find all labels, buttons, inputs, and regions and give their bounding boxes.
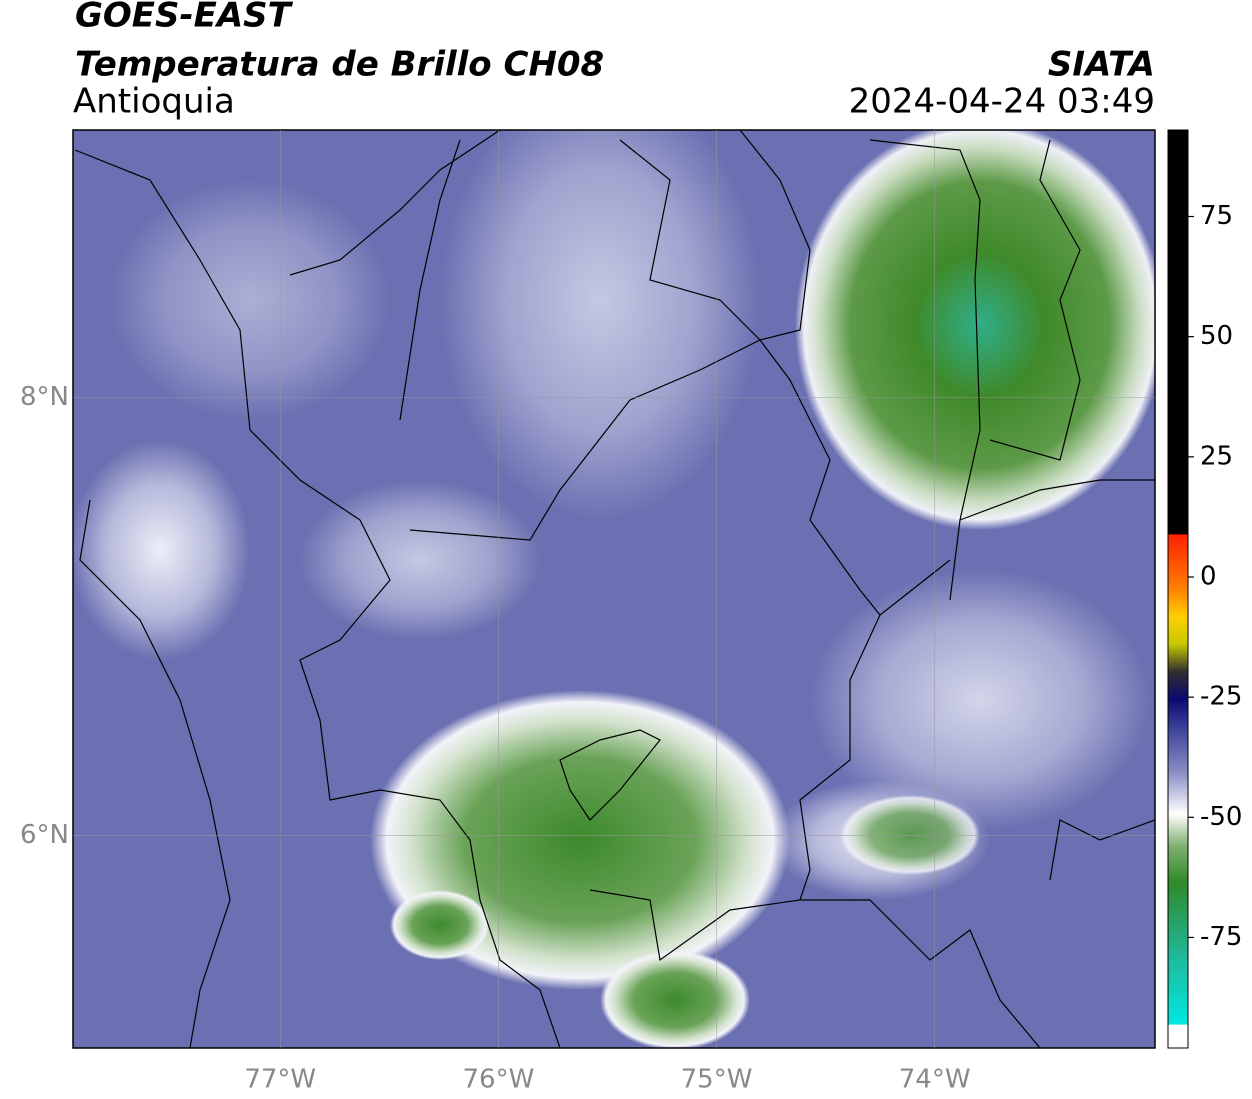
x-tick-label: 74°W: [899, 1065, 971, 1095]
title: GOES-EAST: [75, 0, 294, 36]
timestamp: 2024-04-24 03:49: [849, 82, 1155, 122]
map-imagery: [73, 130, 1155, 1048]
x-tick-label: 75°W: [681, 1065, 753, 1095]
colorbar-tick-label: -25: [1200, 682, 1242, 712]
region: Antioquia: [73, 82, 235, 122]
source: SIATA: [1048, 45, 1155, 85]
colorbar-tick-label: 25: [1200, 441, 1233, 471]
map-frame: [72, 129, 1156, 1049]
colorbar: [1167, 129, 1189, 1049]
subtitle: Temperatura de Brillo CH08: [75, 45, 604, 85]
colorbar-tick-label: -50: [1200, 802, 1242, 832]
colorbar-tick-label: 75: [1200, 201, 1233, 231]
y-tick-label: 8°N: [20, 382, 69, 412]
colorbar-tick-label: 50: [1200, 321, 1233, 351]
colorbar-tick-label: 0: [1200, 561, 1217, 591]
colorbar-tick-label: -75: [1200, 922, 1242, 952]
y-tick-label: 6°N: [20, 820, 69, 850]
x-tick-label: 77°W: [244, 1065, 316, 1095]
x-tick-label: 76°W: [462, 1065, 534, 1095]
